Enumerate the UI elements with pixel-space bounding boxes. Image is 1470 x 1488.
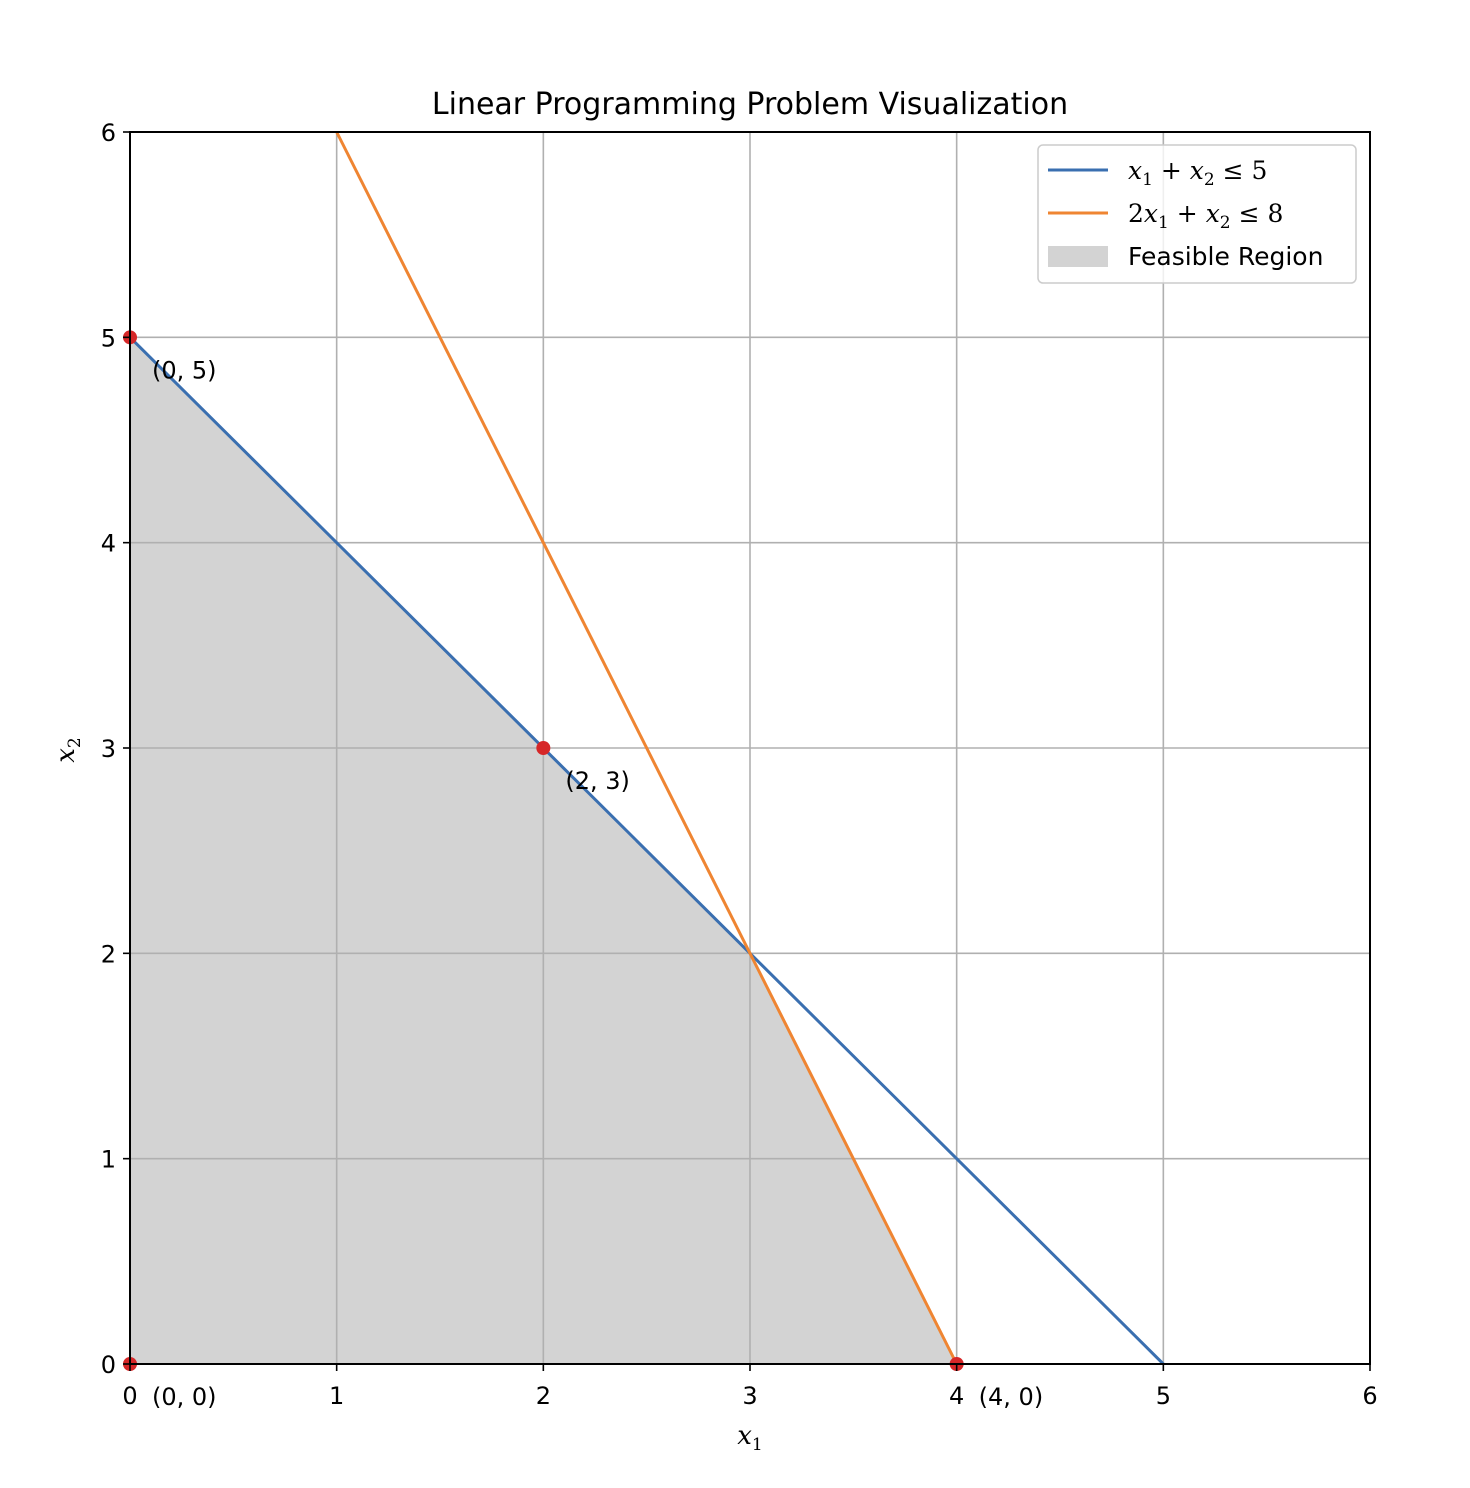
- x-tick-label: 4: [949, 1382, 964, 1410]
- chart-title: Linear Programming Problem Visualization: [432, 87, 1068, 122]
- y-tick-label: 5: [101, 324, 116, 352]
- legend-label-constraint-2: 2x1 + x2 ≤ 8: [1128, 199, 1283, 233]
- legend-swatch-feasible-region: [1048, 246, 1108, 267]
- legend-box: [1037, 144, 1357, 284]
- y-tick-label: 6: [101, 119, 116, 147]
- x-tick-label: 3: [742, 1382, 757, 1410]
- y-tick-label: 2: [101, 940, 116, 968]
- x-tick-label: 0: [122, 1382, 137, 1410]
- y-tick-label: 0: [101, 1351, 116, 1379]
- series-line-1: [128, 336, 1165, 1366]
- legend-label-constraint-1: x1 + x2 ≤ 5: [1128, 156, 1267, 190]
- x-tick-label: 6: [1362, 1382, 1377, 1410]
- marked-point-label: (4, 0): [979, 1383, 1044, 1411]
- y-tick-label: 4: [101, 530, 116, 558]
- legend: x1 + x2 ≤ 5 2x1 + x2 ≤ 8 Feasible Region: [1037, 144, 1357, 284]
- series-line-2: [335, 131, 959, 1365]
- x-ticks: 0 1 2 3 4 5 6: [122, 1364, 1378, 1410]
- marked-point: [536, 741, 551, 755]
- y-ticks: 0 1 2 3 4 5 6: [101, 119, 130, 1379]
- legend-label-feasible-region: Feasible Region: [1128, 242, 1323, 271]
- y-tick-label: 3: [101, 735, 116, 763]
- x-tick-label: 5: [1156, 1382, 1171, 1410]
- series-lines: [128, 131, 1165, 1366]
- x-tick-label: 1: [329, 1382, 344, 1410]
- marked-point-label: (0, 5): [152, 356, 217, 384]
- marked-point-label: (0, 0): [152, 1383, 217, 1411]
- x-tick-label: 2: [536, 1382, 551, 1410]
- marked-points: (0, 0) (4, 0) (2, 3) (0, 5): [123, 330, 1043, 1411]
- y-tick-label: 1: [101, 1146, 116, 1174]
- marked-point-label: (2, 3): [565, 767, 630, 795]
